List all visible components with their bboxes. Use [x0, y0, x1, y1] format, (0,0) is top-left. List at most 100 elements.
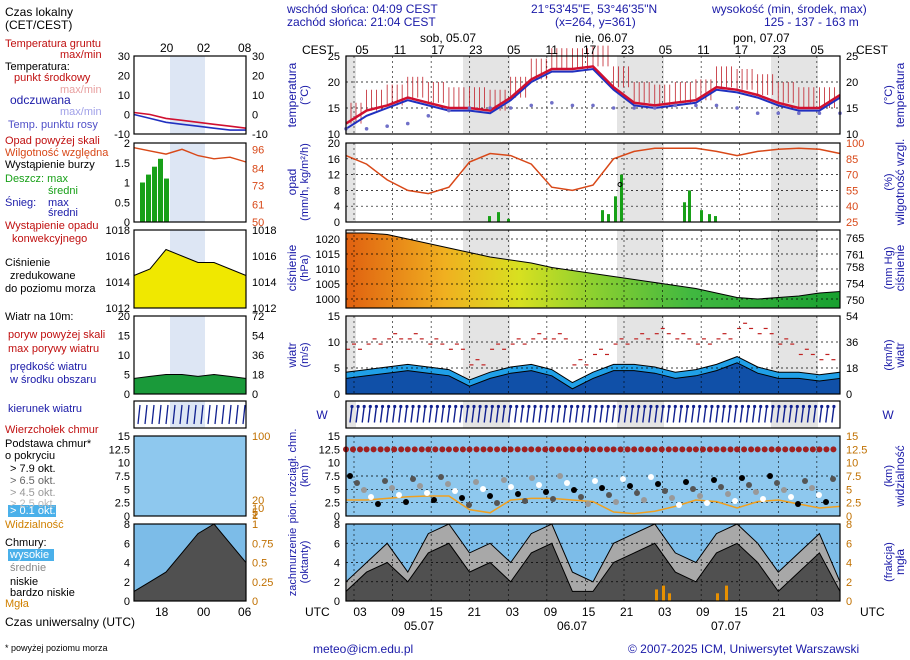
wind-arrow-head	[411, 404, 415, 409]
inset-wind-arrow	[221, 404, 225, 425]
wind-arrow-head	[740, 404, 745, 409]
cest-label-right: CEST	[856, 43, 889, 57]
legend-maxmin2: max/min	[60, 84, 102, 96]
cloud-top-dot	[754, 446, 761, 453]
rain-bar	[607, 214, 610, 222]
cover-tick-l: 0	[334, 596, 340, 608]
inset-temp-tick-l: 0	[124, 110, 130, 122]
cloud-top-dot	[651, 446, 658, 453]
temp-axis-title-r: temperatura	[893, 62, 907, 127]
temp-axis-title: temperatura	[285, 62, 299, 127]
wind-arrow-head	[356, 404, 360, 409]
wind-axis-title-r: wiatr	[893, 342, 907, 368]
legend-cloud-top: Wierzchołek chmur	[5, 424, 99, 436]
grid-label: (x=264, y=361)	[555, 15, 636, 29]
dewpoint-dot	[817, 111, 822, 115]
inset-wind-arrow	[214, 404, 218, 425]
cloud-base-dot	[781, 487, 787, 493]
inset-press-tick-r: 1012	[252, 303, 276, 315]
inset-hum-tick: 73	[252, 181, 264, 193]
night-band	[463, 56, 510, 134]
inset-press-tick-r: 1018	[252, 225, 276, 237]
day3: pon, 07.07	[733, 31, 790, 45]
cloud-top-dot	[377, 446, 384, 453]
cloud-base-dot	[550, 496, 556, 502]
wind-arrow-head	[557, 404, 562, 409]
wind-arrow-head	[393, 404, 397, 409]
legend-okt3: > 4.5 okt.	[10, 487, 56, 499]
panel-frame	[345, 229, 841, 309]
cest-tick: 17	[583, 43, 597, 57]
wind-arrow-head	[826, 404, 830, 409]
legend-verylow: bardzo niskie	[10, 587, 75, 599]
temp-tick-l: 10	[328, 129, 340, 141]
inset-vis-tick: 100	[252, 431, 270, 443]
cloud-top-dot	[439, 446, 446, 453]
wind-arrow-head	[649, 404, 653, 409]
cloud-base-dot	[501, 477, 507, 483]
date2: 06.07	[557, 619, 587, 633]
inset-press-tick-l: 1012	[106, 303, 130, 315]
wind-arrow	[636, 406, 640, 423]
fog-bar	[668, 593, 671, 601]
inset-vis-tick: 2	[252, 509, 258, 521]
wind-arrow	[739, 406, 744, 423]
base-tick-l: 0	[334, 511, 340, 523]
temp-tick-r: 15	[846, 103, 858, 115]
inset-wind-arrow	[179, 404, 183, 425]
wind-arrow-head	[460, 404, 464, 409]
wind-arrow	[422, 406, 426, 423]
cloud-top-dot	[384, 446, 391, 453]
cloud-base-dot	[592, 478, 598, 484]
legend-wind-dir: kierunek wiatru	[8, 403, 82, 415]
inset-cest-08: 08	[238, 41, 252, 55]
wind-arrow	[599, 406, 603, 423]
dewpoint-dot	[570, 103, 575, 108]
wind-arrow	[514, 406, 518, 423]
cover-axis-title: zachmurzenie	[287, 528, 299, 596]
wind-arrow-head	[417, 404, 421, 409]
cest-label-left: CEST	[302, 43, 335, 57]
legend-high-bg	[8, 549, 54, 561]
temp-axis-unit-r: (°C)	[883, 85, 895, 105]
cloud-base-dot	[823, 499, 829, 505]
wind-arrow-head	[667, 404, 671, 409]
hum-tick-r: 85	[846, 154, 858, 166]
legend-pressure3: do poziomu morza	[5, 283, 96, 295]
humidity-line	[345, 147, 841, 195]
inset-frame	[133, 55, 247, 135]
inset-press-tick-l: 1018	[106, 225, 130, 237]
legend-high: wysokie	[9, 549, 49, 561]
inset-wind-tick-r: 18	[252, 370, 264, 382]
wind-arrow-head	[435, 404, 439, 409]
utc-tick: 09	[696, 605, 710, 619]
press-tick-l: 1000	[316, 294, 340, 306]
precip-tick-l: 16	[328, 154, 340, 166]
legend-maxmin3: max/min	[60, 106, 102, 118]
wind-arrow-head	[405, 404, 409, 409]
legend-okt1: > 7.9 okt.	[10, 463, 56, 475]
fog-tick-r: 2	[846, 577, 852, 589]
sunrise-label: wschód słońca: 04:09 CEST	[287, 2, 438, 16]
wind-tick-r: 54	[846, 311, 858, 323]
cover-tick-l: 4	[334, 558, 340, 570]
compass-w-r: W	[882, 408, 894, 422]
inset-wind-tick-r: 72	[252, 311, 264, 323]
wind-arrow-head	[399, 404, 403, 409]
wind-arrow	[404, 406, 408, 423]
temp-axis-unit: (°C)	[299, 85, 311, 105]
temp-tick-l: 15	[328, 103, 340, 115]
fog-bar	[655, 589, 658, 601]
wind-arrow	[629, 406, 634, 423]
inset-rain-bar	[164, 178, 169, 222]
dewpoint-dot	[405, 121, 410, 126]
email-link[interactable]: meteo@icm.edu.pl	[313, 642, 414, 656]
press-tick-l: 1020	[316, 234, 340, 246]
cloud-top-dot	[398, 446, 405, 453]
utc-tick: 03	[810, 605, 824, 619]
legend-rain-mean: średni	[48, 185, 78, 197]
cloud-top-dot	[432, 446, 439, 453]
wind-axis-unit: (m/s)	[299, 342, 311, 367]
wind-arrow-head	[429, 404, 433, 409]
